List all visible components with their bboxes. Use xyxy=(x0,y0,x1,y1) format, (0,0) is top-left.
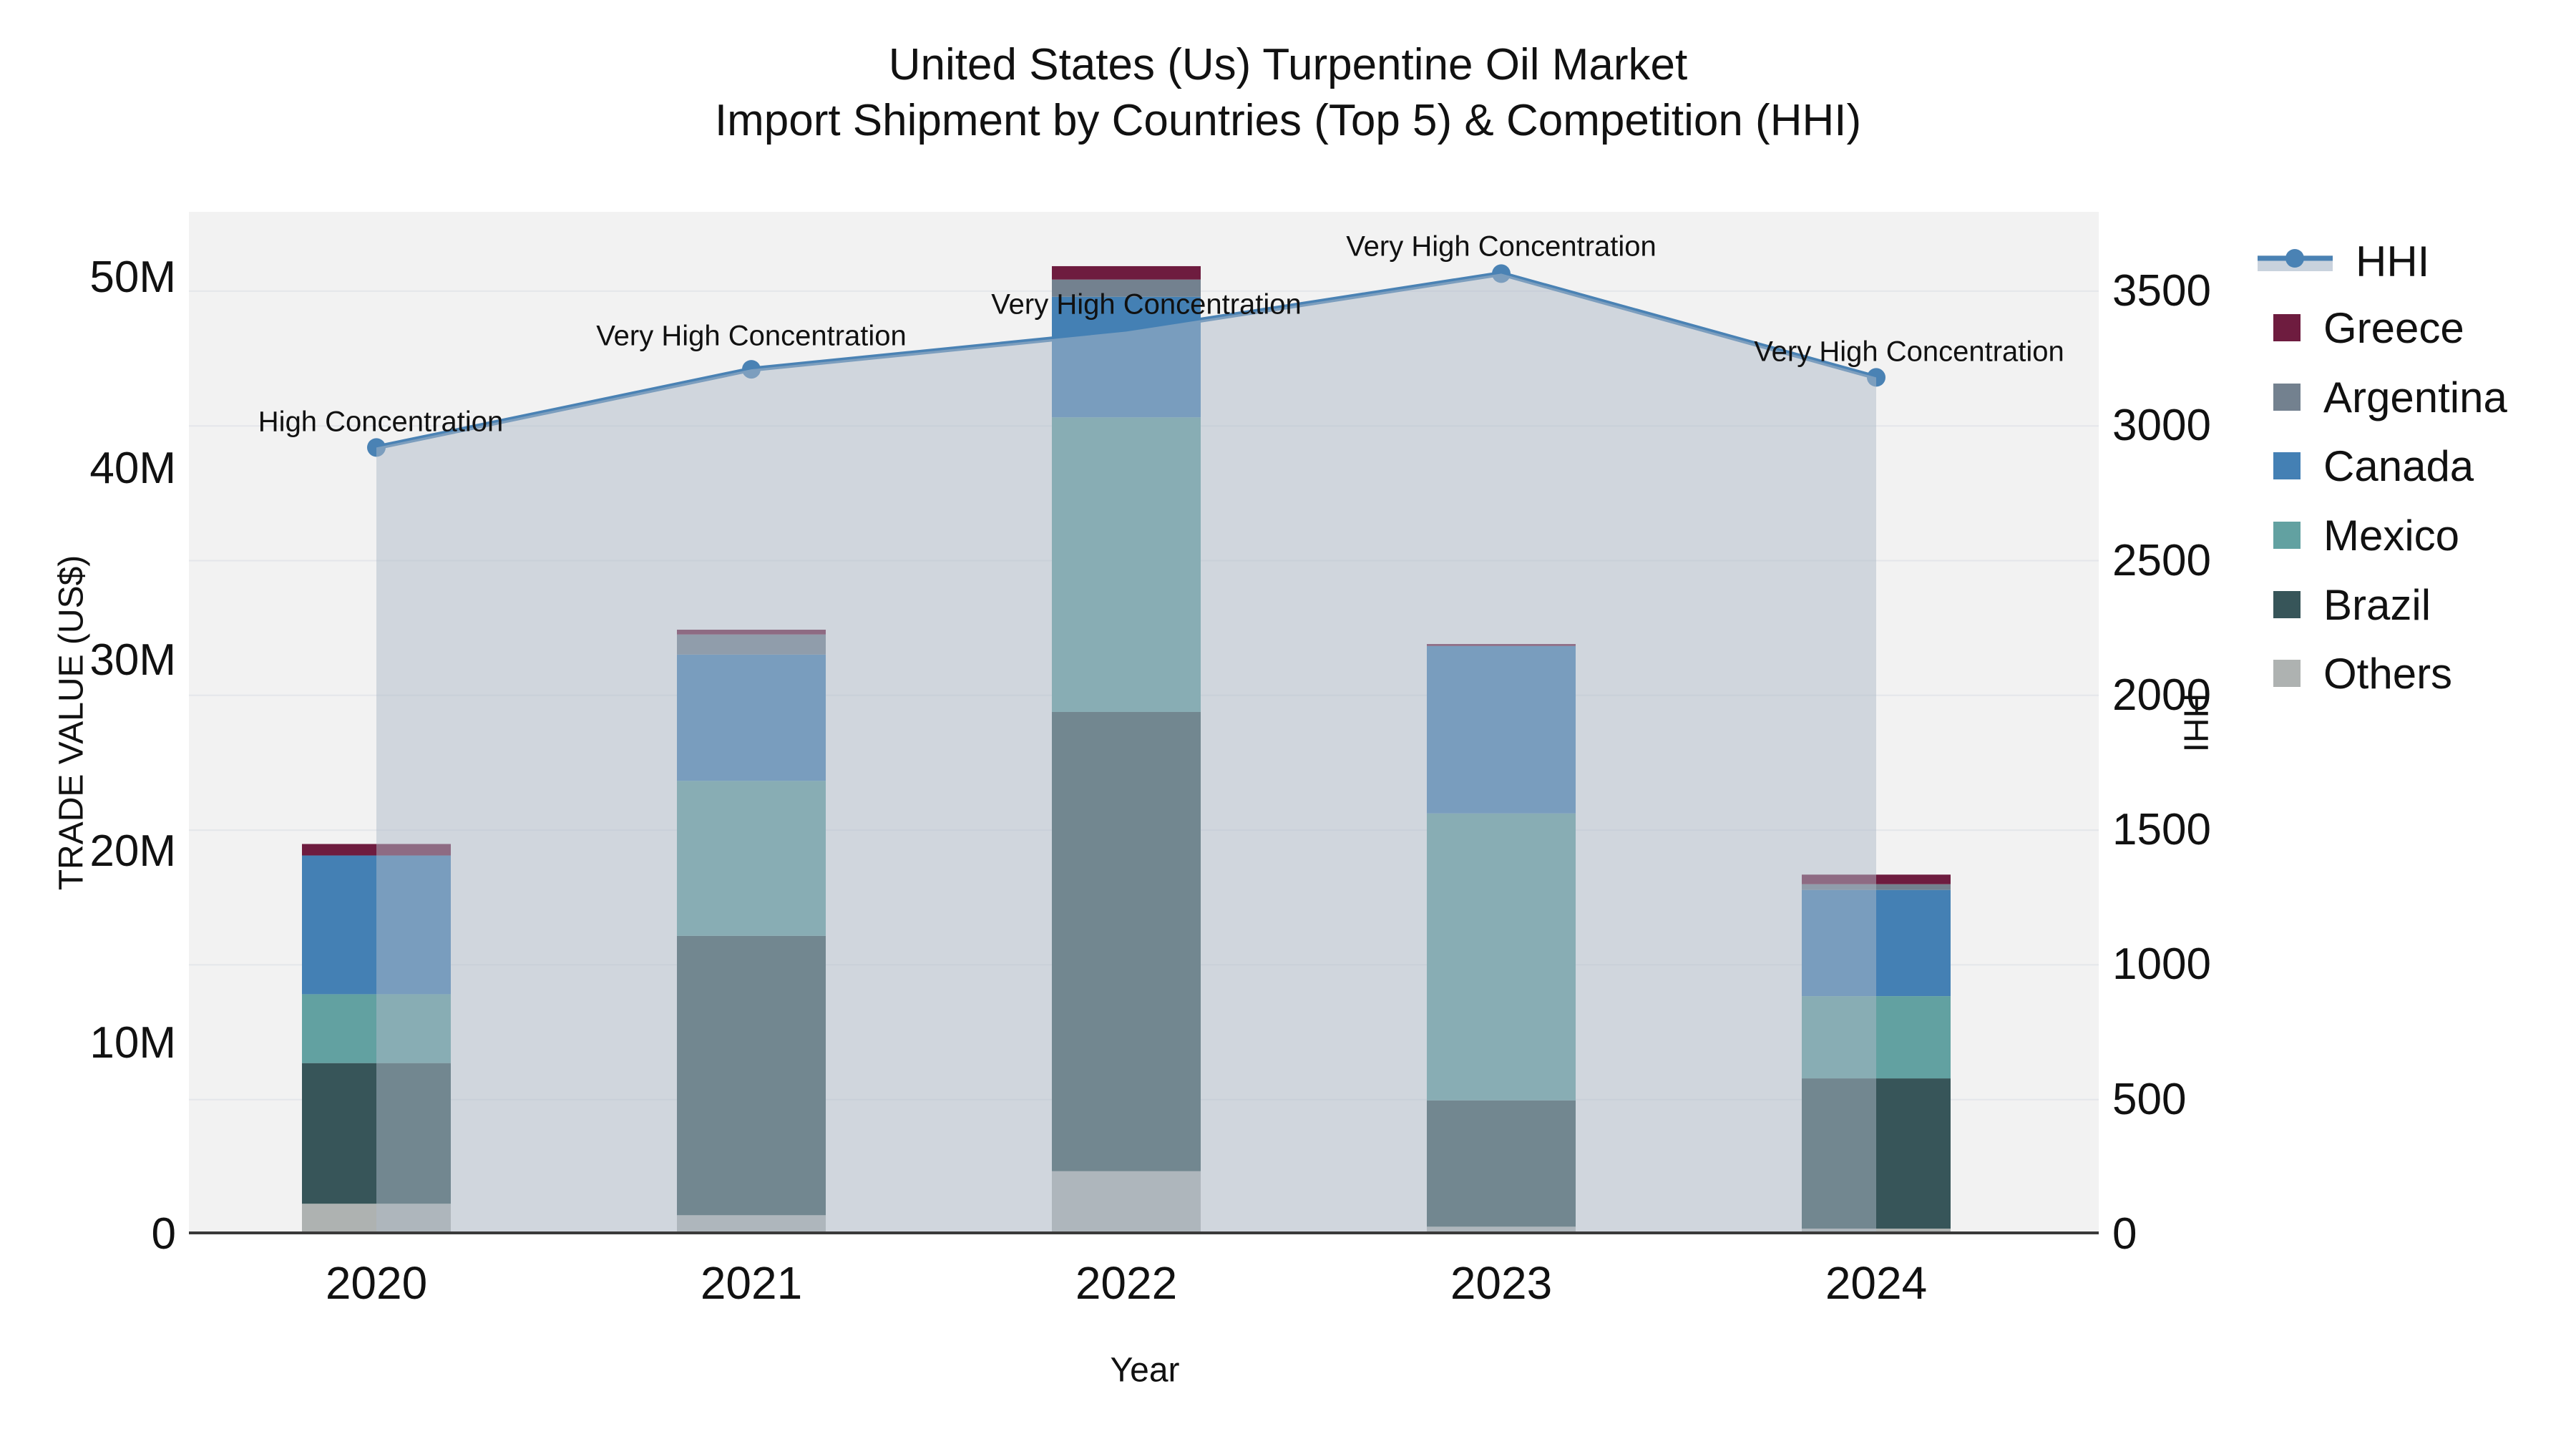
legend-swatch-greece xyxy=(2273,314,2301,341)
bar-segment-argentina-2022[interactable] xyxy=(1052,279,1201,297)
x-tick-2021: 2021 xyxy=(700,1257,803,1309)
chart-title-line1: United States (Us) Turpentine Oil Market xyxy=(888,40,1688,89)
left-axis-title: TRADE VALUE (US$) xyxy=(52,555,91,891)
right-tick-3000: 3000 xyxy=(2112,401,2211,451)
right-tick-1000: 1000 xyxy=(2112,940,2211,990)
hhi-line-icon xyxy=(2258,245,2333,277)
legend-label-greece: Greece xyxy=(2323,303,2464,352)
left-tick-40M: 40M xyxy=(89,444,176,494)
left-tick-20M: 20M xyxy=(89,826,176,877)
x-axis-title: Year xyxy=(1110,1351,1180,1390)
annotation-2023: Very High Concentration xyxy=(1346,230,1657,263)
x-tick-2022: 2022 xyxy=(1075,1257,1178,1309)
x-tick-2023: 2023 xyxy=(1450,1257,1553,1309)
right-tick-2000: 2000 xyxy=(2112,670,2211,720)
legend-item-canada[interactable]: Canada xyxy=(2258,431,2474,500)
legend-label-hhi: HHI xyxy=(2356,237,2430,286)
legend-label-canada: Canada xyxy=(2323,441,2474,490)
left-tick-0: 0 xyxy=(151,1209,176,1259)
left-tick-10M: 10M xyxy=(89,1018,176,1068)
right-tick-2500: 2500 xyxy=(2112,535,2211,585)
left-tick-50M: 50M xyxy=(89,253,176,302)
legend-swatch-argentina xyxy=(2273,384,2301,411)
legend-label-argentina: Argentina xyxy=(2323,373,2507,421)
chart-canvas[interactable] xyxy=(189,212,2099,1235)
legend-item-argentina[interactable]: Argentina xyxy=(2258,363,2507,431)
legend-item-brazil[interactable]: Brazil xyxy=(2258,570,2431,639)
x-tick-2020: 2020 xyxy=(325,1257,428,1309)
bar-segment-greece-2022[interactable] xyxy=(1052,265,1201,280)
legend-swatch-canada xyxy=(2273,452,2301,479)
right-tick-3500: 3500 xyxy=(2112,265,2211,316)
legend-label-others: Others xyxy=(2323,649,2453,698)
annotation-2021: Very High Concentration xyxy=(596,320,907,352)
legend-label-brazil: Brazil xyxy=(2323,580,2431,629)
annotation-2024: Very High Concentration xyxy=(1754,336,2064,368)
right-tick-1500: 1500 xyxy=(2112,805,2211,855)
annotation-2020: High Concentration xyxy=(258,406,504,438)
chart-title: United States (Us) Turpentine Oil Market… xyxy=(0,37,2576,149)
legend-swatch-others xyxy=(2273,660,2301,687)
right-axis-title: HHI xyxy=(2176,693,2215,753)
legend-item-hhi[interactable]: HHI xyxy=(2258,227,2429,296)
legend-swatch-mexico xyxy=(2273,522,2301,549)
x-axis-line xyxy=(189,1231,2099,1235)
left-tick-30M: 30M xyxy=(89,635,176,685)
legend-item-mexico[interactable]: Mexico xyxy=(2258,501,2459,570)
legend-label-mexico: Mexico xyxy=(2323,511,2460,560)
plot-area[interactable] xyxy=(189,212,2099,1235)
x-tick-2024: 2024 xyxy=(1825,1257,1928,1309)
legend-swatch-brazil xyxy=(2273,591,2301,618)
annotation-2022: Very High Concentration xyxy=(991,288,1302,321)
legend-item-greece[interactable]: Greece xyxy=(2258,293,2464,362)
legend-item-others[interactable]: Others xyxy=(2258,639,2452,708)
right-tick-0: 0 xyxy=(2112,1209,2137,1259)
chart-title-line2: Import Shipment by Countries (Top 5) & C… xyxy=(714,96,1862,145)
hhi-area-fill xyxy=(376,273,1876,1234)
right-tick-500: 500 xyxy=(2112,1074,2187,1124)
